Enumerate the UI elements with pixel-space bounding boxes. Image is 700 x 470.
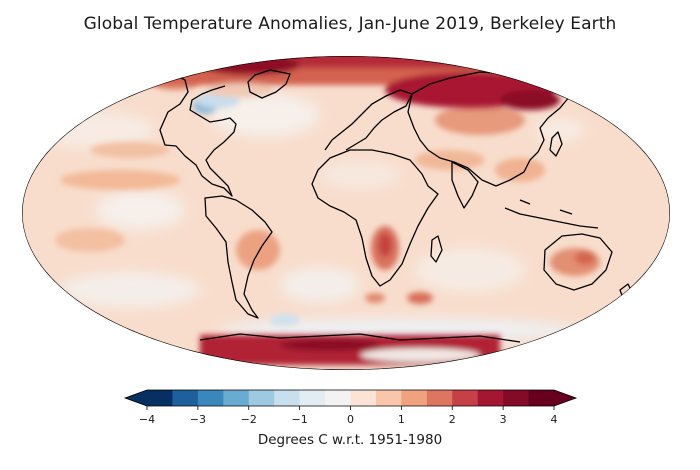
coastline-europe <box>324 89 413 151</box>
sahara-pale <box>320 161 400 189</box>
colorbar-bin <box>299 390 326 406</box>
colorbar-tick-label: 2 <box>449 413 456 426</box>
colorbar-bin <box>147 390 173 406</box>
colorbar-tick-label: 1 <box>398 413 405 426</box>
coastline-antarctica <box>199 333 521 343</box>
colorbar-tick-label: 3 <box>500 413 507 426</box>
colorbar-bin <box>452 390 479 406</box>
colorbar-bin <box>223 390 250 406</box>
colorbar-bin <box>477 390 504 406</box>
antarctic-hotspot <box>280 339 380 351</box>
indian-ocean-pale <box>415 248 525 292</box>
central-asia-warm <box>435 105 525 135</box>
colorbar-bin <box>426 390 453 406</box>
antarctic-pale <box>360 348 480 362</box>
east-pacific-warm <box>55 228 125 252</box>
colorbar-bin <box>274 390 301 406</box>
colorbar-tick-label: 4 <box>551 413 558 426</box>
indian-ocean-warm-1 <box>365 293 385 303</box>
colorbar-bin <box>528 390 555 406</box>
siberia-hotspot-east <box>500 90 560 110</box>
colorbar-label: Degrees C w.r.t. 1951-1980 <box>257 432 443 448</box>
coastline-indonesia <box>504 199 599 229</box>
colorbar-bin <box>503 390 530 406</box>
south-atlantic-pale <box>280 267 360 303</box>
coastline-north-america <box>149 71 237 197</box>
coastlines <box>149 69 635 343</box>
coastline-africa <box>311 149 439 287</box>
china-warm <box>495 158 545 182</box>
central-pacific-pale <box>95 190 185 230</box>
colorbar-segments <box>123 389 578 407</box>
coastline-south-america <box>204 195 273 319</box>
colorbar-bin <box>197 390 224 406</box>
colorbar-bin <box>350 390 377 406</box>
south-pacific-pale <box>60 272 200 308</box>
colorbar-tick-label: −4 <box>139 413 155 426</box>
middle-east-warm <box>415 150 485 170</box>
australia-warm-core <box>575 251 595 265</box>
siberia-pale <box>535 118 585 142</box>
colorbar-tick-label: −3 <box>190 413 206 426</box>
coastline-greenland <box>247 69 291 99</box>
colorbar-bin <box>401 390 428 406</box>
colorbar-extend-min <box>125 390 147 406</box>
indian-ocean-warm-2 <box>407 292 433 304</box>
north-pacific-warm <box>90 142 170 158</box>
north-atlantic-pale <box>210 93 320 137</box>
antarctic-cool-west <box>270 314 300 326</box>
colorbar-tick-label: −2 <box>241 413 257 426</box>
map-title: Global Temperature Anomalies, Jan-June 2… <box>83 14 617 34</box>
colorbar-tick-label: 0 <box>347 413 354 426</box>
coastline-india <box>451 161 479 209</box>
colorbar-bin <box>375 390 402 406</box>
warm-regions <box>55 70 600 304</box>
south-america-warm <box>236 230 280 270</box>
colorbar-extend-max <box>554 390 576 406</box>
coastline-madagascar <box>430 235 443 263</box>
colorbar-bin <box>248 390 275 406</box>
coastline-japan <box>549 131 563 157</box>
colorbar-bin <box>172 390 199 406</box>
south-africa-warm-core <box>378 233 392 257</box>
colorbar-tick-label: −1 <box>292 413 308 426</box>
coastline-australia <box>543 233 613 291</box>
colorbar-bin <box>325 390 351 406</box>
colorbar-ticks: −4 −3 −2 −1 0 1 2 3 4 <box>139 406 558 426</box>
pacific-warm-band <box>60 170 180 190</box>
